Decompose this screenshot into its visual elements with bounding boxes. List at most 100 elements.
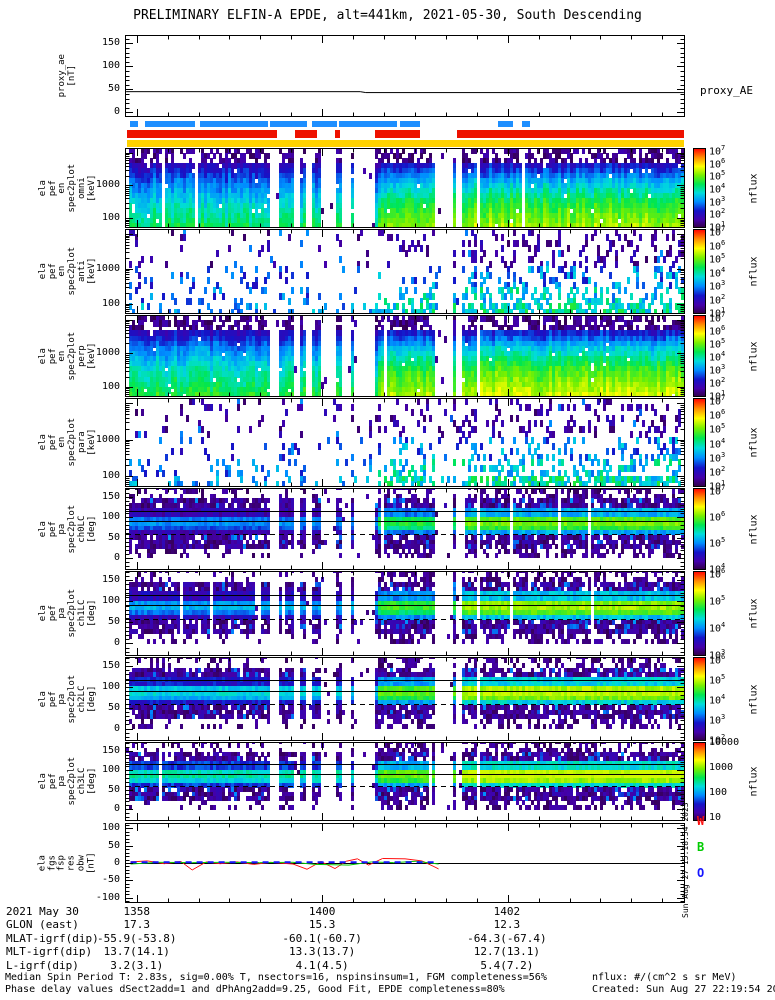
strip-segment bbox=[497, 121, 514, 127]
panel-plot-pa_ch2 bbox=[125, 657, 685, 741]
colorbar-tick-label: 106 bbox=[709, 510, 726, 524]
ytick-label: 150 bbox=[101, 37, 120, 49]
colorbar-tick-label: 106 bbox=[709, 567, 726, 581]
colorbar-tick-label: 104 bbox=[709, 693, 726, 707]
colorbar-tick-label: 107 bbox=[709, 484, 726, 498]
footer-line2: Phase delay values dSect2add=1 and dPhAn… bbox=[5, 984, 505, 995]
colorbar-tick-label: 101 bbox=[709, 389, 726, 403]
bottom-col-value: -60.1(-60.7) bbox=[282, 931, 362, 945]
colorbar-en_para bbox=[693, 398, 706, 487]
colorbar-tick-label: 105 bbox=[709, 536, 726, 550]
colorbar-tick-label: 105 bbox=[709, 594, 726, 608]
panel-plot-proxy bbox=[125, 35, 685, 117]
bottom-col-value: 13.7(14.1) bbox=[103, 945, 170, 959]
bottom-col-value: 15.3 bbox=[308, 918, 336, 932]
ytick-label: 100 bbox=[101, 595, 120, 607]
panel-plot-en_para bbox=[125, 398, 685, 487]
colorbar-tick-label: 103 bbox=[709, 363, 726, 377]
ytick-label: 150 bbox=[101, 744, 120, 756]
colorbar-tick-label: 104 bbox=[709, 265, 726, 279]
colorbar-tick-label: 10 bbox=[709, 812, 722, 823]
strip-segment bbox=[374, 130, 421, 138]
colorbar-tick-label: 105 bbox=[709, 252, 726, 266]
colorbar-tick-label: 107 bbox=[709, 394, 726, 408]
colorbar-pa_ch3 bbox=[693, 742, 706, 821]
ytick-label: -100 bbox=[95, 891, 120, 903]
ytick-label: -50 bbox=[101, 874, 120, 886]
bottom-row-header: L-igrf(dip) bbox=[6, 958, 79, 972]
colorbar-tick-label: 103 bbox=[709, 648, 726, 662]
strip-segment bbox=[200, 121, 268, 127]
panel-plot-en_perp bbox=[125, 315, 685, 397]
ytick-label: 1000 bbox=[95, 179, 120, 191]
legend-B: B bbox=[697, 840, 705, 854]
ytick-label: 100 bbox=[101, 297, 120, 309]
ytick-label: 50 bbox=[107, 531, 120, 543]
colorbar-en_perp bbox=[693, 315, 706, 397]
colorbar-en_anti bbox=[693, 229, 706, 314]
ytick-label: 1000 bbox=[95, 347, 120, 359]
ytick-label: 1000 bbox=[95, 262, 120, 274]
colorbar-tick-label: 106 bbox=[709, 324, 726, 338]
panel-plot-en_omni bbox=[125, 148, 685, 228]
colorbar-tick-label: 104 bbox=[709, 621, 726, 635]
ytick-label: 100 bbox=[101, 60, 120, 72]
proxy-ae-right-label: proxy_AE bbox=[700, 84, 753, 97]
colorbar-tick-label: 102 bbox=[709, 733, 726, 747]
colorbar-title-text: nflux bbox=[748, 256, 760, 287]
ytick-label: 50 bbox=[107, 83, 120, 95]
colorbar-tick-label: 107 bbox=[709, 144, 726, 158]
bottom-col-value: 1402 bbox=[493, 905, 521, 918]
colorbar-tick-label: 101 bbox=[709, 306, 726, 320]
colorbar-title-text: nflux bbox=[748, 513, 760, 545]
colorbar-title-en_para: nflux bbox=[745, 398, 763, 487]
strip-strip_blue bbox=[125, 121, 685, 127]
bottom-col-value: -64.3(-67.4) bbox=[467, 931, 547, 945]
strip-segment bbox=[335, 130, 341, 138]
colorbar-tick-label: 10000 bbox=[709, 737, 740, 748]
ytick-label: 50 bbox=[107, 839, 120, 851]
footer-nflux-units: nflux: #/(cm^2 s sr MeV) bbox=[592, 972, 737, 983]
panel-plot-pa_ch0 bbox=[125, 488, 685, 570]
colorbar-tick-label: 107 bbox=[709, 225, 726, 239]
bottom-row-header: 2021 May 30 bbox=[6, 905, 79, 918]
side-creation-timestamp: Sun Aug 27 15:18:54 2023 bbox=[681, 802, 690, 918]
strip-strip_yellow bbox=[125, 140, 685, 147]
ytick-label: 50 bbox=[107, 783, 120, 795]
ytick-label: 0 bbox=[113, 637, 120, 649]
bottom-row-header: MLT-igrf(dip) bbox=[6, 945, 93, 959]
legend-O: O bbox=[697, 866, 705, 880]
colorbar-tick-label: 101 bbox=[709, 479, 726, 493]
colorbar-tick-label: 101 bbox=[709, 220, 726, 234]
ytick-label: 150 bbox=[101, 660, 120, 672]
colorbar-tick-label: 102 bbox=[709, 207, 726, 221]
strip-segment bbox=[338, 121, 398, 127]
colorbar-tick-label: 100 bbox=[709, 787, 728, 798]
plot-title: PRELIMINARY ELFIN-A EPDE, alt=441km, 202… bbox=[133, 8, 642, 23]
colorbar-title-en_anti: nflux bbox=[745, 229, 763, 314]
ytick-label: 100 bbox=[101, 511, 120, 523]
colorbar-title-pa_ch3: nflux bbox=[745, 742, 763, 821]
ytick-label: 100 bbox=[101, 680, 120, 692]
strip-strip_red bbox=[125, 130, 685, 138]
colorbar-tick-label: 106 bbox=[709, 408, 726, 422]
footer-line1: Median Spin Period T: 2.83s, sig=0.00% T… bbox=[5, 972, 547, 983]
strip-segment bbox=[145, 121, 195, 127]
ytick-label: 0 bbox=[113, 551, 120, 563]
colorbar-title-pa_ch1: nflux bbox=[745, 571, 763, 656]
strip-segment bbox=[399, 121, 421, 127]
bottom-col-value: -55.9(-53.8) bbox=[97, 931, 177, 945]
ytick-label: 0 bbox=[113, 722, 120, 734]
colorbar-tick-label: 103 bbox=[709, 450, 726, 464]
colorbar-title-text: nflux bbox=[748, 172, 760, 204]
ytick-label: 1000 bbox=[95, 433, 120, 445]
bottom-col-value: 1400 bbox=[308, 905, 336, 918]
bottom-col-value: 3.2(3.1) bbox=[110, 958, 164, 972]
colorbar-title-en_omni: nflux bbox=[745, 148, 763, 228]
colorbar-tick-label: 106 bbox=[709, 156, 726, 170]
strip-segment bbox=[270, 121, 307, 127]
panel-plot-pa_ch1 bbox=[125, 571, 685, 656]
colorbar-tick-label: 102 bbox=[709, 464, 726, 479]
ytick-label: 100 bbox=[101, 212, 120, 224]
colorbar-en_omni bbox=[693, 148, 706, 228]
